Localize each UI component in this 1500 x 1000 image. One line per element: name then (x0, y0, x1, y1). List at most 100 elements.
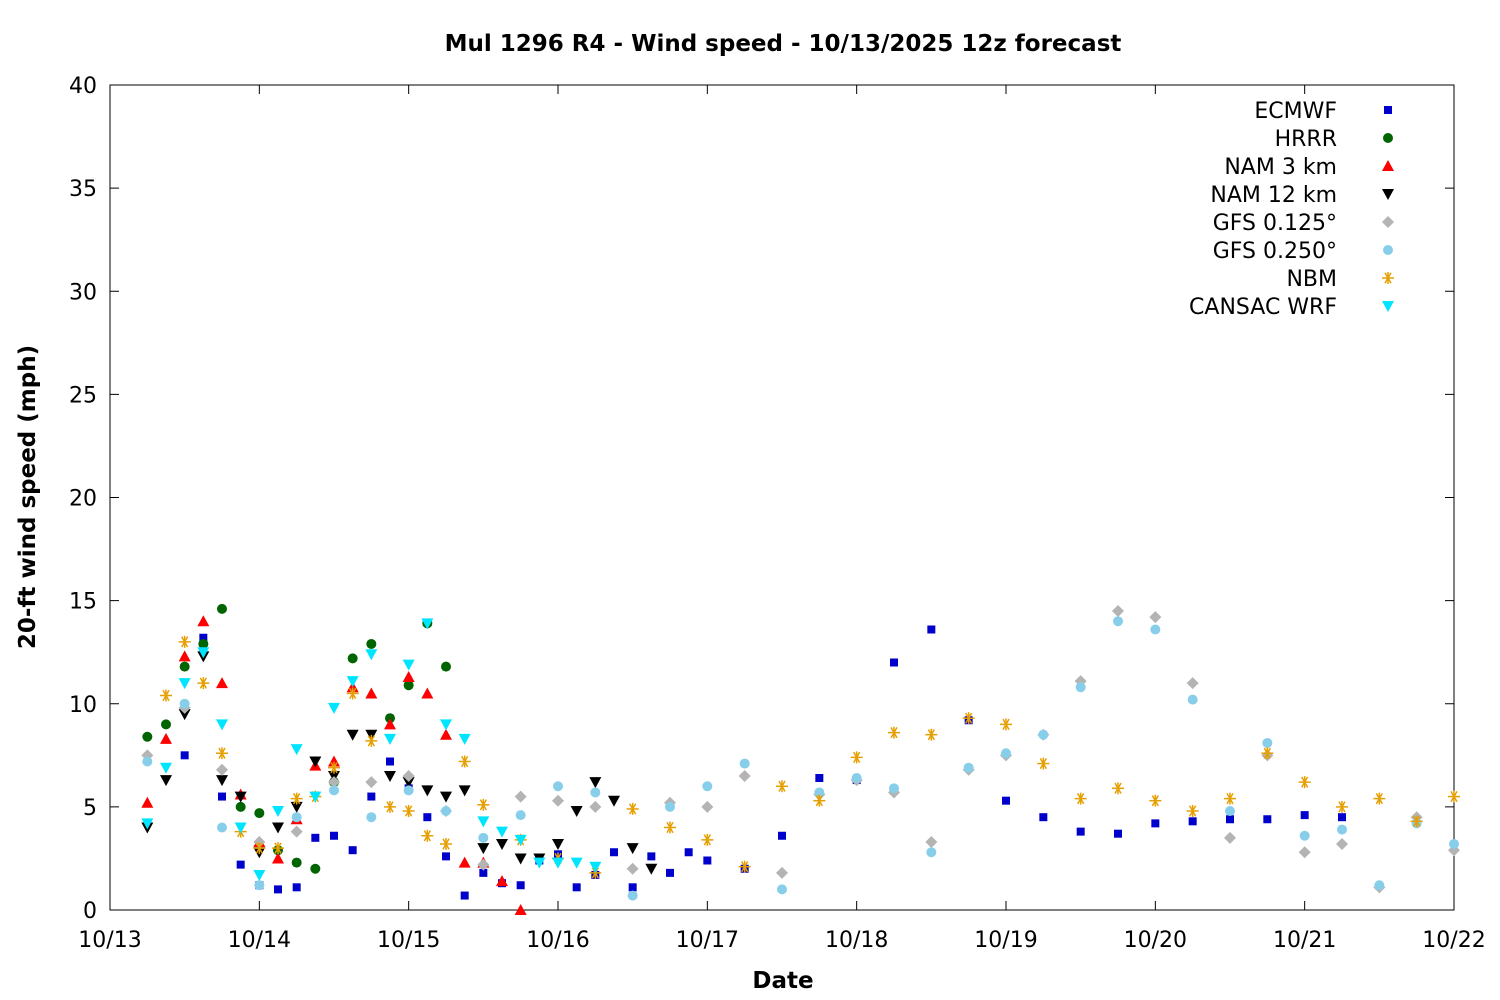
data-point (217, 603, 227, 614)
data-point (274, 885, 282, 894)
data-point (365, 734, 378, 747)
data-point (330, 831, 338, 840)
data-point (477, 798, 490, 811)
data-point (1114, 829, 1122, 838)
data-point (533, 857, 546, 869)
data-point (160, 689, 172, 702)
data-point (814, 787, 825, 798)
data-point (925, 835, 938, 848)
data-point (402, 670, 415, 682)
data-point (216, 775, 228, 787)
data-point (328, 702, 340, 714)
data-point (365, 776, 378, 789)
data-point (553, 781, 563, 792)
data-point (384, 770, 396, 782)
legend-label: HRRR (1275, 127, 1337, 152)
data-point (665, 801, 675, 812)
data-point (178, 709, 191, 721)
data-point (589, 861, 602, 873)
data-point (776, 780, 788, 793)
data-point (1261, 747, 1274, 760)
data-point (160, 775, 172, 787)
data-point (180, 751, 189, 760)
data-point (1262, 737, 1273, 748)
data-point (496, 839, 508, 850)
data-point (628, 883, 637, 892)
data-point (179, 698, 190, 709)
data-point (515, 810, 526, 821)
data-point (309, 756, 322, 768)
data-point (552, 839, 564, 850)
data-point (292, 883, 301, 892)
data-point (198, 638, 209, 649)
data-point (384, 718, 396, 730)
data-point (570, 857, 583, 869)
data-point (311, 833, 320, 842)
legend-label: CANSAC WRF (1189, 295, 1337, 320)
data-point (216, 763, 228, 776)
data-point (366, 638, 377, 649)
legend-label: ECMWF (1254, 99, 1337, 124)
x-tick-label: 10/22 (1422, 928, 1485, 953)
data-point (927, 625, 936, 634)
x-tick-label: 10/13 (78, 928, 141, 953)
x-tick-label: 10/20 (1124, 928, 1187, 953)
y-tick-label: 25 (69, 383, 97, 408)
data-point (572, 883, 581, 892)
data-point (590, 787, 601, 798)
data-point (346, 676, 359, 688)
data-point (402, 659, 415, 671)
data-point (441, 806, 451, 816)
data-point (647, 852, 656, 861)
legend-marker (1382, 301, 1394, 312)
legend-marker (1383, 133, 1393, 143)
data-point (1151, 819, 1160, 828)
data-point (477, 858, 490, 871)
data-point (610, 848, 618, 857)
data-point (291, 857, 302, 868)
data-point (889, 783, 899, 794)
data-point (290, 792, 303, 805)
data-point (384, 800, 396, 813)
data-point (514, 904, 527, 915)
data-point (1225, 806, 1235, 816)
data-point (290, 744, 303, 756)
data-point (216, 719, 228, 731)
data-point (386, 757, 394, 766)
data-point (235, 801, 246, 812)
data-point (815, 774, 824, 782)
y-tick-label: 15 (69, 590, 97, 615)
data-point (402, 777, 415, 789)
data-point (254, 808, 265, 819)
data-point (925, 728, 938, 741)
data-point (926, 847, 937, 858)
data-point (962, 712, 975, 725)
data-point (1075, 682, 1086, 693)
data-point (1336, 800, 1348, 813)
data-point (290, 801, 303, 813)
data-point (328, 761, 340, 774)
data-point (701, 800, 714, 813)
data-point (403, 785, 414, 796)
data-point (1187, 694, 1198, 705)
data-point (197, 677, 210, 690)
x-tick-label: 10/21 (1273, 928, 1336, 953)
data-point (348, 846, 357, 855)
data-point (1002, 796, 1010, 805)
data-point (890, 658, 898, 667)
y-tick-label: 20 (69, 487, 97, 512)
data-point (516, 881, 525, 890)
x-tick-label: 10/15 (377, 928, 440, 953)
data-point (197, 615, 210, 627)
data-point (738, 860, 751, 873)
data-point (160, 732, 172, 744)
data-point (142, 731, 153, 742)
data-point (1039, 813, 1048, 822)
x-tick-label: 10/16 (526, 928, 589, 953)
data-point (1224, 831, 1236, 844)
legend-label: GFS 0.125° (1213, 211, 1337, 236)
y-axis: 0 5 10 15 20 25 30 35 40 (69, 74, 1454, 924)
data-point (253, 869, 266, 881)
data-point (1298, 776, 1311, 789)
data-point (496, 826, 508, 838)
